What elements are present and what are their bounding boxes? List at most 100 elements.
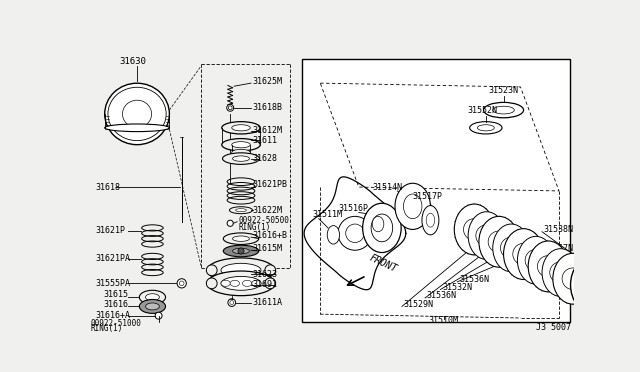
Circle shape [463,219,485,240]
Text: 31536N: 31536N [427,291,456,300]
Ellipse shape [470,122,502,134]
Ellipse shape [145,294,159,301]
Ellipse shape [468,212,505,260]
Text: 31611: 31611 [253,136,278,145]
Ellipse shape [145,303,159,310]
Text: 31523N: 31523N [488,86,518,95]
Text: 31552N: 31552N [467,106,497,115]
Text: 31511M: 31511M [312,209,342,218]
Ellipse shape [223,233,259,244]
Circle shape [577,269,608,300]
Ellipse shape [454,204,494,255]
Ellipse shape [484,102,524,118]
Ellipse shape [105,124,170,132]
Circle shape [179,281,184,286]
Circle shape [550,262,572,283]
Ellipse shape [221,263,261,277]
Ellipse shape [232,156,250,161]
Circle shape [562,268,584,289]
Ellipse shape [122,100,152,128]
Text: 31517P: 31517P [413,192,443,201]
Text: 31532N: 31532N [442,283,472,292]
Ellipse shape [223,245,259,257]
Circle shape [346,224,364,243]
Text: 31536N: 31536N [459,275,489,284]
Text: 31538N: 31538N [543,225,573,234]
Circle shape [177,279,186,288]
Text: 31621PB: 31621PB [253,180,287,189]
Circle shape [525,250,547,271]
Ellipse shape [232,248,250,254]
Ellipse shape [236,209,246,212]
Text: 31630: 31630 [120,57,147,66]
Ellipse shape [207,271,275,296]
Text: 31616: 31616 [103,301,128,310]
Ellipse shape [542,249,579,296]
Circle shape [230,301,234,305]
Ellipse shape [140,299,166,313]
Circle shape [228,106,232,110]
Ellipse shape [327,225,340,244]
Text: 31691: 31691 [253,280,278,289]
Circle shape [265,278,276,289]
Ellipse shape [371,225,383,244]
Text: 31628: 31628 [253,154,278,163]
Text: J3 5007: J3 5007 [536,324,571,333]
Text: 31532N: 31532N [543,256,573,265]
Circle shape [206,278,217,289]
Text: RING(1): RING(1) [91,324,124,333]
Text: 00922-50500: 00922-50500 [239,216,289,225]
Ellipse shape [363,203,401,253]
Text: 31618: 31618 [95,183,120,192]
Ellipse shape [223,153,259,164]
Text: 31623: 31623 [253,270,278,279]
Ellipse shape [570,256,615,313]
Text: 00922-51000: 00922-51000 [91,319,141,328]
Circle shape [155,312,162,319]
Text: 31516P: 31516P [339,204,369,213]
Ellipse shape [504,229,543,279]
Ellipse shape [553,253,593,304]
Circle shape [500,237,522,259]
Circle shape [476,225,497,246]
Ellipse shape [230,207,253,214]
Text: 31621PA: 31621PA [95,254,131,263]
Text: 31621P: 31621P [95,227,125,235]
Ellipse shape [221,276,261,290]
Circle shape [538,256,559,277]
Ellipse shape [372,217,384,232]
Text: 31567N: 31567N [543,244,573,253]
Bar [302,58,570,322]
Ellipse shape [493,106,515,114]
Circle shape [338,217,372,250]
Ellipse shape [207,258,275,283]
Text: 31555PA: 31555PA [95,279,131,288]
Text: 31611A: 31611A [253,298,282,307]
Text: RING(1): RING(1) [239,222,271,232]
Ellipse shape [232,142,250,148]
Ellipse shape [479,217,519,267]
Text: 31529N: 31529N [403,299,433,309]
Ellipse shape [517,236,554,284]
Text: 31625M: 31625M [253,77,282,86]
Ellipse shape [426,213,435,227]
Circle shape [513,243,534,265]
Ellipse shape [232,125,250,131]
Ellipse shape [371,214,393,242]
Ellipse shape [221,139,260,151]
Ellipse shape [528,241,568,292]
Circle shape [488,231,509,253]
Circle shape [227,104,234,111]
Ellipse shape [105,83,170,145]
Ellipse shape [108,87,166,141]
Text: FRONT: FRONT [368,253,399,275]
Ellipse shape [422,206,439,235]
Ellipse shape [221,280,230,286]
Ellipse shape [232,150,250,155]
Text: 31618B: 31618B [253,103,282,112]
Text: 31616+B: 31616+B [253,231,287,240]
Circle shape [227,220,234,226]
Ellipse shape [243,280,252,286]
Ellipse shape [395,183,431,230]
Text: 31510M: 31510M [429,316,458,325]
